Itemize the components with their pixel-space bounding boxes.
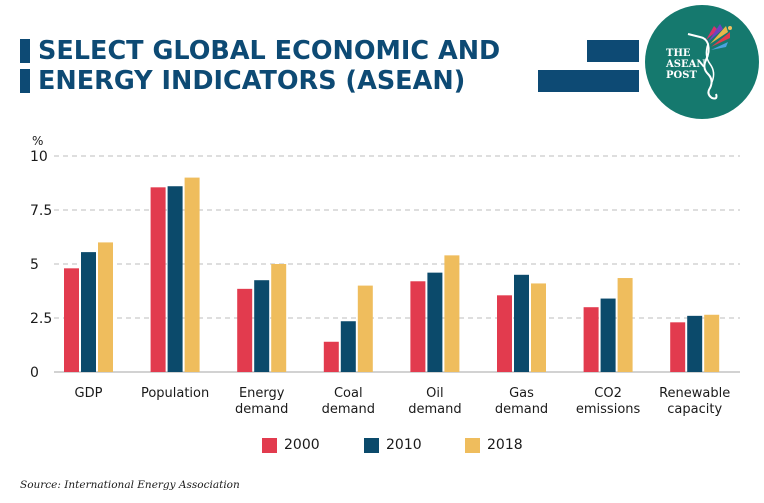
bar-2000: [323, 341, 339, 372]
title-line-1: SELECT GLOBAL ECONOMIC AND: [20, 36, 501, 66]
title-accent-bar: [20, 69, 30, 93]
bar-2018: [98, 242, 113, 372]
bar-2018: [357, 285, 373, 372]
y-tick-label: 10: [30, 149, 48, 165]
bar-2010: [254, 280, 270, 372]
source-note: Source: International Energy Association: [20, 479, 240, 491]
bar-2000: [497, 295, 512, 372]
logo-text-post: POST: [666, 70, 697, 81]
chart-title-line-2: ENERGY INDICATORS (ASEAN): [38, 66, 466, 96]
bar-2010: [514, 274, 529, 372]
title-decor-bar-2: [538, 70, 639, 92]
x-tick-label: Coal: [334, 386, 363, 401]
y-tick-label: 2.5: [30, 311, 52, 327]
bar-2018: [617, 278, 633, 372]
legend-item-2000: 2000: [262, 437, 320, 453]
legend-swatch-2018: [465, 437, 480, 453]
x-tick-label: demand: [495, 402, 548, 417]
x-tick-label: GDP: [75, 386, 103, 401]
bar-2000: [64, 268, 79, 372]
bar-2000: [410, 281, 426, 372]
x-tick-label: emissions: [576, 402, 641, 417]
bar-2010: [687, 315, 703, 372]
bar-2000: [150, 187, 166, 372]
y-tick-label: 5: [30, 257, 39, 273]
bar-2018: [184, 177, 200, 372]
bar-2018: [704, 314, 720, 372]
x-tick-label: Renewable: [659, 386, 730, 401]
logo-circle: [645, 5, 759, 119]
legend-item-2010: 2010: [364, 437, 422, 453]
bar-2000: [237, 288, 253, 372]
bar-2018: [531, 283, 546, 372]
y-tick-label: 0: [30, 365, 39, 381]
legend-label-2010: 2010: [386, 437, 422, 453]
logo-text-asean: ASEAN: [665, 59, 706, 70]
x-tick-label: Population: [141, 386, 209, 401]
x-tick-label: capacity: [667, 402, 722, 417]
the-asean-post-logo: THE ASEAN POST: [645, 5, 759, 119]
bar-2010: [427, 272, 443, 372]
x-tick-label: CO2: [594, 386, 622, 401]
legend-swatch-2000: [262, 437, 277, 453]
title-decor-bar-1: [587, 40, 639, 62]
bar-2010: [600, 298, 616, 372]
chart-title-line-1: SELECT GLOBAL ECONOMIC AND: [38, 36, 501, 66]
bar-2010: [81, 252, 96, 372]
legend-item-2018: 2018: [465, 437, 523, 453]
legend-swatch-2010: [364, 437, 379, 453]
legend-label-2000: 2000: [284, 437, 320, 453]
title-line-2: ENERGY INDICATORS (ASEAN): [20, 66, 466, 96]
x-tick-label: Energy: [239, 386, 285, 401]
y-tick-label: 7.5: [30, 203, 52, 219]
x-tick-label: Oil: [426, 386, 443, 401]
bar-2018: [271, 264, 287, 372]
y-axis-unit-label: %: [32, 134, 43, 148]
x-tick-label: Gas: [509, 386, 534, 401]
x-tick-label: demand: [408, 402, 461, 417]
bar-2000: [670, 322, 686, 372]
bar-2000: [583, 307, 599, 372]
bar-2010: [167, 186, 183, 372]
x-tick-label: demand: [322, 402, 375, 417]
x-tick-label: demand: [235, 402, 288, 417]
bar-2010: [340, 321, 356, 372]
legend-label-2018: 2018: [487, 437, 523, 453]
hummingbird-icon: [687, 24, 732, 100]
title-accent-bar: [20, 39, 30, 63]
bar-2018: [444, 255, 460, 372]
logo-text-the: THE: [666, 48, 691, 59]
